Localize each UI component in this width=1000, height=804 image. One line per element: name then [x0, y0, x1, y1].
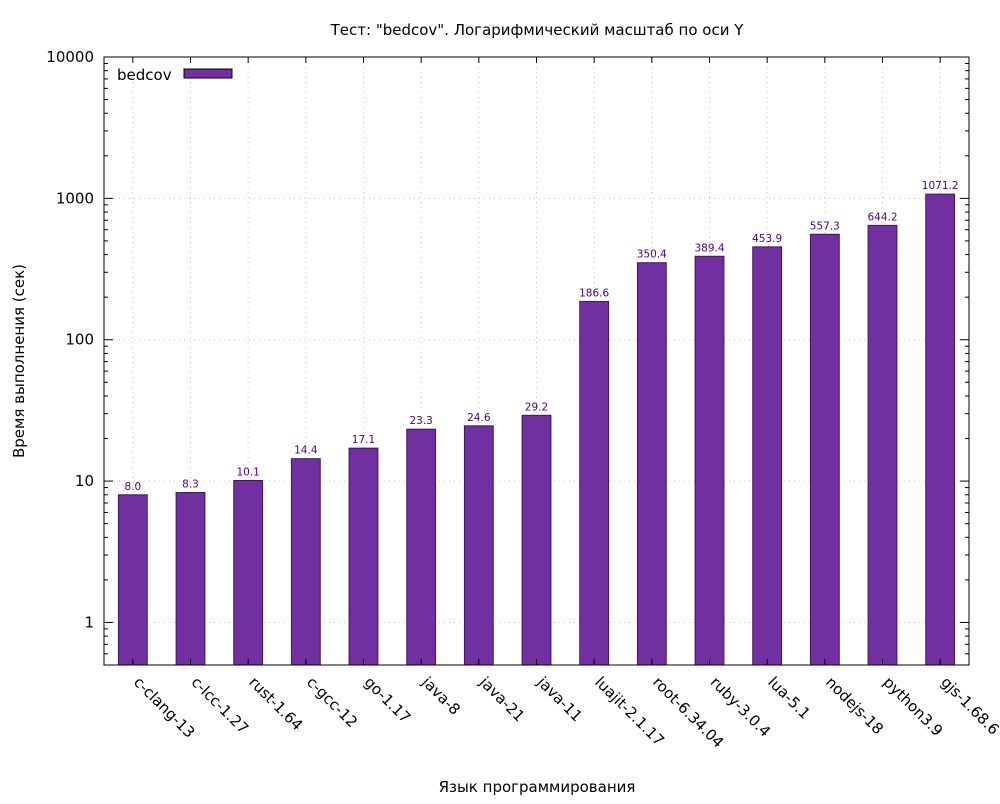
x-tick-label: lua-5.1: [764, 673, 814, 723]
x-tick-label: rust-1.64: [245, 673, 306, 734]
x-tick-label: java-21: [475, 672, 528, 725]
value-label: 17.1: [352, 434, 375, 446]
value-label: 29.2: [525, 401, 548, 413]
value-label: 14.4: [294, 445, 318, 457]
x-tick-label: gjs-1.68.6: [937, 673, 1000, 739]
value-label: 557.3: [810, 220, 840, 232]
legend-swatch: [183, 68, 233, 79]
value-label: 24.6: [467, 412, 491, 424]
bar-java-21: [463, 425, 494, 666]
value-label: 389.4: [694, 242, 724, 254]
legend: bedcov: [117, 66, 233, 84]
bar-rust-1.64: [233, 479, 264, 666]
bar-c-gcc-12: [290, 458, 321, 666]
x-tick-label: nodejs-18: [822, 673, 887, 738]
bar-root-6.34.04: [636, 262, 667, 666]
x-tick-label: python3.9: [880, 673, 947, 740]
value-label: 186.6: [579, 287, 609, 299]
bar-go-1.17: [348, 447, 379, 666]
x-tick-label: c-clang-13: [130, 673, 198, 741]
x-tick-label: go-1.17: [361, 673, 415, 727]
x-tick-label: java-8: [418, 672, 464, 718]
legend-label: bedcov: [117, 66, 172, 84]
bar-python3.9: [867, 224, 898, 666]
value-label: 8.3: [182, 479, 199, 491]
bar-java-8: [406, 428, 437, 666]
value-label: 350.4: [637, 249, 667, 261]
bar-ruby-3.0.4: [694, 255, 725, 666]
x-tick-label: c-gcc-12: [303, 673, 361, 731]
bar-c-lcc-1.27: [175, 492, 206, 666]
value-label: 1071.2: [922, 180, 959, 192]
value-label: 453.9: [752, 233, 782, 245]
bar-c-clang-13: [117, 494, 148, 666]
value-labels: 8.0 8.3 10.1 14.4 17.1 23.3 24.6 29.2 186.6 350.4…: [124, 180, 958, 493]
value-label: 8.0: [124, 481, 141, 493]
bar-lua-5.1: [752, 246, 783, 666]
y-tick-label: 1: [84, 613, 94, 631]
value-label: 644.2: [867, 211, 897, 223]
bar-luajit-2.1.17: [579, 300, 610, 666]
bar-gjs-1.68.6: [925, 193, 956, 666]
bar-java-11: [521, 414, 552, 666]
y-tick-label: 10000: [46, 48, 94, 66]
y-tick-label: 1000: [56, 189, 94, 207]
value-label: 10.1: [236, 466, 259, 478]
bars: [117, 193, 956, 666]
y-axis-label: Время выполнения (сек): [10, 264, 28, 458]
y-axis-ticks: 1 10 100 1000 10000: [46, 48, 969, 666]
y-tick-label: 10: [75, 472, 94, 490]
x-axis-label: Язык программирования: [439, 778, 636, 796]
chart-title: Тест: "bedcov". Логарифмический масштаб …: [330, 21, 745, 39]
x-tick-label: java-11: [533, 672, 586, 725]
value-label: 23.3: [409, 415, 432, 427]
bar-nodejs-18: [809, 233, 840, 666]
y-tick-label: 100: [65, 331, 94, 349]
